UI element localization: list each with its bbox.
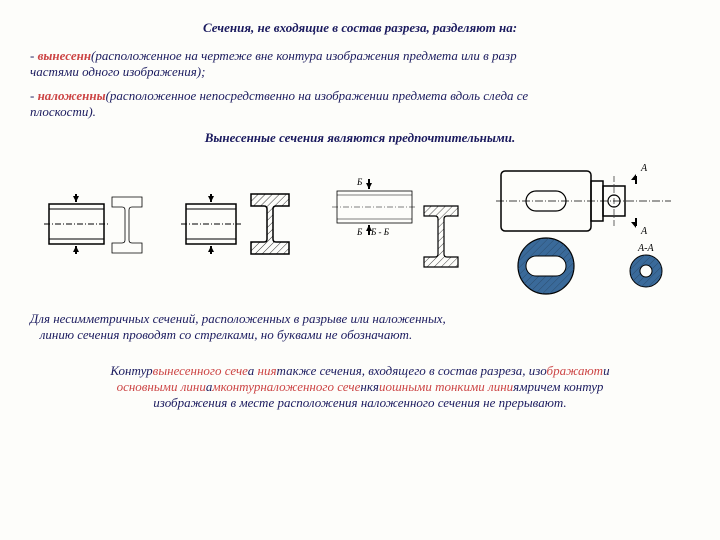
item1-prefix: - bbox=[30, 48, 38, 63]
item2-line2: плоскости). bbox=[30, 104, 96, 119]
item2-rest: (расположенное непосредственно на изобра… bbox=[106, 88, 529, 103]
label-a-top: А bbox=[640, 163, 648, 174]
p3-e: также сечения, входящего в состав разрез… bbox=[277, 363, 547, 378]
figure-2 bbox=[181, 179, 301, 274]
figure-3-svg: Б Б Б - Б bbox=[329, 171, 469, 281]
para2-l2: линию сечения проводят со стрелками, но … bbox=[40, 327, 413, 342]
item2-prefix: - bbox=[30, 88, 38, 103]
paragraph-3: Контурвынесенного сечеа ниятакже сечения… bbox=[30, 363, 690, 411]
p3-c2: мконтур bbox=[212, 379, 260, 394]
figure-2-svg bbox=[181, 179, 301, 274]
label-a-bottom: А bbox=[640, 226, 648, 237]
p3-a2: основными лини bbox=[117, 379, 206, 394]
p3-f2: иошными тонкими лини bbox=[379, 379, 513, 394]
label-b-bottom: Б bbox=[356, 227, 363, 237]
figure-4: А А А-А bbox=[496, 156, 676, 296]
paragraph-2: Для несимметричных сечений, расположенны… bbox=[30, 311, 690, 343]
item1-keyword: вынесенн bbox=[38, 48, 91, 63]
item-2: - наложенны(расположенное непосредственн… bbox=[30, 88, 690, 120]
p3-g: и bbox=[603, 363, 610, 378]
para2-l1: Для несимметричных сечений, расположенны… bbox=[30, 311, 446, 326]
figure-1 bbox=[44, 179, 154, 274]
item1-rest: (расположенное на чертеже вне контура из… bbox=[91, 48, 517, 63]
p3-f: бражают bbox=[547, 363, 604, 378]
figure-3: Б Б Б - Б bbox=[329, 171, 469, 281]
label-aa: А-А bbox=[637, 243, 654, 254]
figure-1-svg bbox=[44, 179, 154, 274]
p3-l3: изображения в месте расположения наложен… bbox=[153, 395, 566, 410]
figure-4-svg: А А А-А bbox=[496, 156, 676, 296]
label-b-top: Б bbox=[356, 177, 363, 187]
p3-g2: ям bbox=[513, 379, 527, 394]
p3-h2: ричем контур bbox=[528, 379, 604, 394]
label-bb: Б - Б bbox=[370, 227, 390, 237]
item-1: - вынесенн(расположенное на чертеже вне … bbox=[30, 48, 690, 80]
item1-line2: частями одного изображения); bbox=[30, 64, 205, 79]
main-title: Сечения, не входящие в состав разреза, р… bbox=[30, 20, 690, 36]
p3-c: а bbox=[248, 363, 255, 378]
p3-d: ния bbox=[258, 363, 277, 378]
subtitle: Вынесенные сечения являются предпочтител… bbox=[30, 130, 690, 146]
item2-keyword: наложенны bbox=[38, 88, 106, 103]
p3-d2: наложенного сече bbox=[260, 379, 360, 394]
p3-a: Контур bbox=[110, 363, 152, 378]
p3-b: вынесенного сече bbox=[153, 363, 248, 378]
figures-row: Б Б Б - Б bbox=[30, 156, 690, 296]
p3-e2: нкя bbox=[360, 379, 379, 394]
